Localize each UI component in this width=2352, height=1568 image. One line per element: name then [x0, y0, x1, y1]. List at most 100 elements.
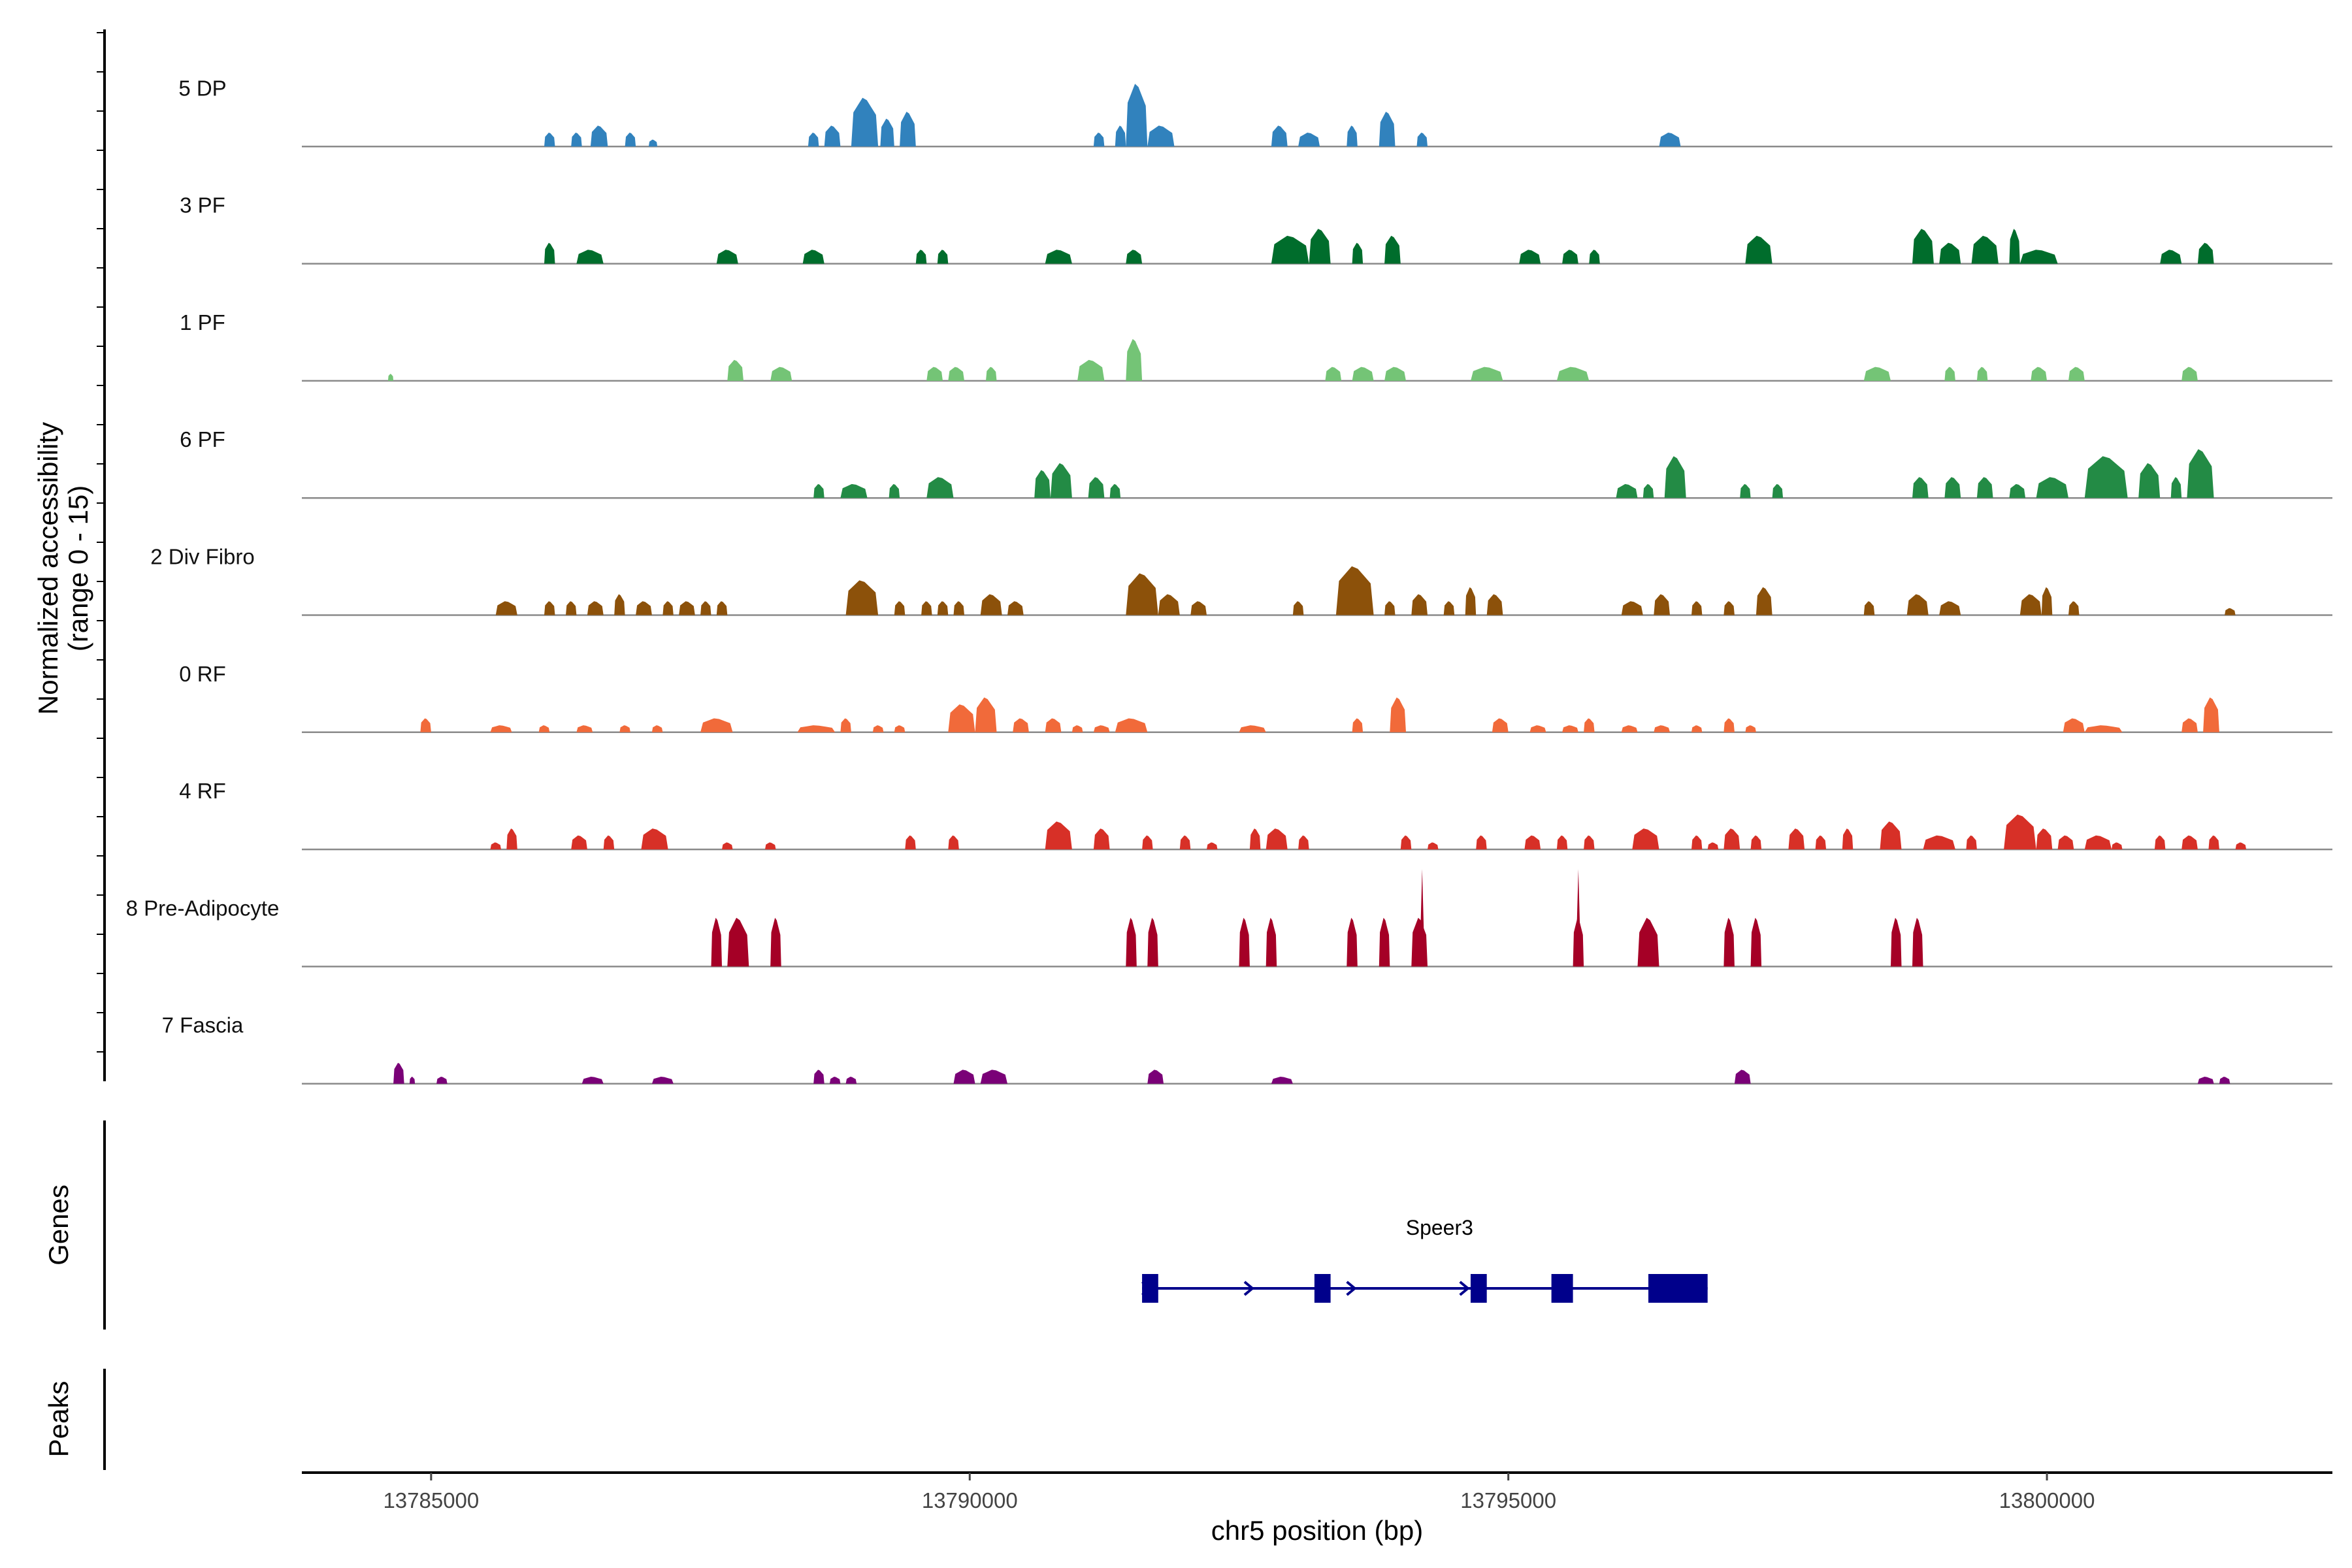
accessibility-peak [1384, 601, 1396, 615]
accessibility-peak [1093, 133, 1105, 147]
accessibility-peak [770, 367, 792, 381]
accessibility-peak [1292, 601, 1304, 615]
accessibility-peak [1309, 229, 1331, 264]
accessibility-peak [1976, 367, 1988, 381]
y-axis-title: Normalized accessibility (range 0 - 15) [33, 422, 93, 715]
accessibility-peak [880, 118, 894, 147]
accessibility-peak [544, 601, 555, 615]
x-tick-label: 13795000 [1460, 1488, 1556, 1512]
accessibility-peak [711, 917, 722, 967]
accessibility-peak [2019, 594, 2042, 615]
accessibility-peak [1944, 367, 1955, 381]
accessibility-peak [1077, 359, 1105, 381]
accessibility-peak [851, 97, 879, 147]
accessibility-peak [1891, 917, 1902, 967]
accessibility-peak [1115, 125, 1126, 147]
accessibility-peak [1147, 125, 1175, 147]
accessibility-peak [1923, 835, 1955, 850]
accessibility-peak [538, 725, 550, 732]
accessibility-peak [1109, 483, 1121, 498]
accessibility-peak [581, 1077, 604, 1084]
accessibility-peak [1664, 456, 1686, 498]
accessibility-peak [679, 601, 695, 615]
accessibility-peak [1142, 835, 1153, 850]
accessibility-peak [937, 601, 949, 615]
accessibility-peak [587, 601, 604, 615]
track-label: 6 PF [180, 427, 225, 451]
accessibility-peak [2112, 842, 2123, 850]
accessibility-peak [1050, 463, 1072, 498]
accessibility-peak [845, 1077, 857, 1084]
track-label: 5 DP [178, 76, 226, 100]
accessibility-peak [2036, 828, 2053, 850]
accessibility-peak [387, 374, 394, 381]
accessibility-peak [889, 483, 900, 498]
accessibility-peak [716, 601, 728, 615]
accessibility-spike [1575, 869, 1581, 967]
gene-exon [1142, 1274, 1158, 1303]
accessibility-peak [1912, 917, 1923, 967]
accessibility-peak [1723, 601, 1735, 615]
y-axis-title-line-1: Normalized accessibility [33, 422, 63, 715]
accessibility-peak [1179, 835, 1191, 850]
accessibility-peak [722, 842, 733, 850]
accessibility-peak [824, 125, 841, 147]
accessibility-peak [2057, 835, 2074, 850]
accessibility-peak [1390, 697, 1406, 732]
accessibility-peak [937, 250, 949, 264]
accessibility-peak [2197, 242, 2214, 264]
accessibility-peak [1745, 235, 1772, 264]
accessibility-peak [2154, 835, 2166, 850]
accessibility-peak [905, 835, 916, 850]
accessibility-peak [1723, 917, 1735, 967]
accessibility-peak [2181, 835, 2198, 850]
accessibility-peak [1115, 718, 1148, 732]
accessibility-peak [1384, 235, 1401, 264]
accessibility-peak [2181, 367, 2198, 381]
accessibility-peak [1045, 250, 1072, 264]
accessibility-peak [1190, 601, 1207, 615]
accessibility-peak [770, 917, 781, 967]
accessibility-peak [1045, 718, 1062, 732]
accessibility-peak [1912, 229, 1934, 264]
x-tick-label: 13790000 [922, 1488, 1018, 1512]
x-axis-ticks: 13785000 13790000 13795000 13800000 [383, 1473, 2095, 1512]
accessibility-peak [393, 1062, 404, 1084]
accessibility-peak [1093, 725, 1110, 732]
accessibility-peak [1249, 828, 1261, 850]
accessibility-peak [953, 1070, 975, 1084]
accessibility-peak [576, 725, 593, 732]
accessibility-peak [2170, 477, 2182, 498]
accessibility-peak [2084, 835, 2112, 850]
accessibility-peak [727, 359, 743, 381]
accessibility-peak [1126, 84, 1148, 147]
accessibility-peak [2084, 456, 2128, 498]
accessibility-peak [1842, 828, 1854, 850]
accessibility-peak [1772, 483, 1784, 498]
gene-model [1141, 1274, 1708, 1303]
accessibility-peak [700, 718, 733, 732]
accessibility-peak [1411, 594, 1428, 615]
accessibility-peak [1654, 725, 1670, 732]
strand-arrow [1243, 1281, 1255, 1296]
accessibility-peak [1416, 133, 1428, 147]
accessibility-peak [1335, 566, 1374, 615]
accessibility-peak [1524, 835, 1541, 850]
gene-exon [1648, 1274, 1708, 1303]
accessibility-peak [829, 1077, 841, 1084]
genes-panel-label: Genes [43, 1184, 74, 1266]
accessibility-peak [636, 601, 652, 615]
accessibility-peak [1707, 842, 1719, 850]
accessibility-peak [1976, 477, 1993, 498]
accessibility-peak [1239, 725, 1266, 732]
accessibility-peak [490, 842, 501, 850]
accessibility-peak [1476, 835, 1487, 850]
accessibility-peak [813, 1070, 825, 1084]
accessibility-peak [840, 718, 851, 732]
accessibility-peak [1691, 725, 1703, 732]
accessibility-peak [1352, 242, 1364, 264]
accessibility-peak [2009, 229, 2020, 264]
accessibility-peak [1298, 835, 1309, 850]
accessibility-peak [1126, 338, 1143, 381]
